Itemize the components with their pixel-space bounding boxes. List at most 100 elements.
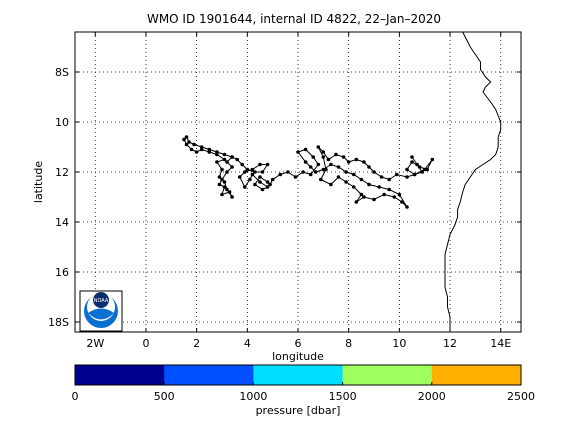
- track-point: [184, 142, 189, 147]
- track-point: [334, 152, 338, 157]
- track-point: [344, 180, 348, 184]
- track-point: [237, 175, 242, 179]
- track-point: [387, 177, 392, 182]
- colorbar-tick-label: 1000: [239, 390, 267, 403]
- colorbar-tick-label: 1500: [329, 390, 357, 403]
- track-point: [341, 155, 346, 159]
- track-point: [235, 157, 239, 162]
- track-point: [415, 162, 419, 167]
- track-point: [184, 135, 189, 139]
- track-point: [313, 170, 318, 174]
- track-point: [194, 150, 199, 154]
- x-tick-label: 14E: [490, 337, 511, 350]
- plot-frame: [74, 31, 522, 333]
- y-tick-label: 14: [55, 216, 69, 229]
- track-point: [412, 172, 417, 177]
- track-point: [220, 192, 224, 197]
- track-point: [220, 177, 224, 182]
- track-point: [329, 162, 333, 167]
- track-point: [352, 172, 356, 177]
- colorbar-frame: [74, 364, 522, 386]
- track-point: [382, 192, 387, 197]
- track-point: [265, 162, 270, 167]
- colorbar-tick-label: 500: [154, 390, 175, 403]
- track-point: [293, 175, 298, 179]
- track-point: [425, 167, 430, 172]
- track-point: [230, 165, 234, 169]
- y-tick-label: 8S: [55, 66, 69, 79]
- track-point: [230, 195, 234, 199]
- track-point: [199, 145, 204, 149]
- track-point: [372, 197, 376, 202]
- x-tick-label: 2: [193, 337, 200, 350]
- track-point: [405, 167, 409, 172]
- track-point: [359, 177, 364, 182]
- track-point: [225, 160, 229, 164]
- track-point: [352, 185, 356, 189]
- track-point: [346, 160, 351, 164]
- chart-title: WMO ID 1901644, internal ID 4822, 22–Jan…: [147, 12, 441, 26]
- track-point: [222, 152, 227, 157]
- track-point: [392, 195, 397, 199]
- track-point: [354, 200, 359, 204]
- colorbar-label: pressure [dbar]: [256, 404, 341, 417]
- track-point: [336, 175, 341, 179]
- track-point: [319, 177, 323, 182]
- track-point: [222, 185, 227, 189]
- track-point: [227, 190, 232, 194]
- track-point: [245, 167, 250, 172]
- track-point: [215, 160, 219, 164]
- track-point: [217, 175, 222, 179]
- track-point: [253, 170, 257, 174]
- track-point: [243, 170, 247, 174]
- track-point: [268, 182, 272, 187]
- track-point: [321, 150, 326, 154]
- track-point: [258, 162, 262, 167]
- track-point: [265, 185, 270, 189]
- track-point: [410, 160, 414, 164]
- track-point: [230, 155, 234, 159]
- track-point: [316, 162, 321, 167]
- track-point: [400, 200, 404, 204]
- track-point: [336, 165, 341, 169]
- y-axis-label: latitude: [32, 161, 45, 203]
- colorbar-tick-label: 2500: [507, 390, 535, 403]
- track-point: [362, 195, 366, 199]
- track-point: [253, 182, 257, 187]
- track-point: [387, 187, 392, 192]
- logo-text: NOAA: [94, 298, 109, 304]
- track-point: [308, 165, 313, 169]
- x-tick-label: 2W: [86, 337, 104, 350]
- track-point: [207, 150, 212, 154]
- track-point: [372, 170, 376, 174]
- track-point: [397, 192, 402, 197]
- colorbar-tick-label: 2000: [418, 390, 446, 403]
- track-point: [286, 170, 290, 174]
- track-point: [222, 157, 227, 162]
- track-point: [410, 155, 414, 159]
- track-point: [395, 172, 399, 177]
- track-point: [326, 157, 331, 162]
- track-point: [258, 175, 262, 179]
- track-point: [265, 180, 270, 184]
- colorbar-swatch: [253, 365, 344, 385]
- track-point: [217, 182, 222, 187]
- track-point: [324, 167, 328, 172]
- track-point: [278, 172, 283, 177]
- track-point: [420, 170, 425, 174]
- track-point: [220, 167, 224, 172]
- x-tick-label: 4: [244, 337, 251, 350]
- track-point: [308, 172, 313, 177]
- track-point: [250, 167, 255, 172]
- track-point: [243, 185, 247, 189]
- track-point: [225, 170, 229, 174]
- noaa-logo: NOAA: [79, 290, 123, 332]
- colorbar-swatch: [342, 365, 433, 385]
- x-axis-label: longitude: [272, 350, 324, 363]
- track-point: [405, 175, 409, 179]
- track-point: [215, 152, 219, 157]
- x-tick-label: 12: [443, 337, 457, 350]
- x-tick-label: 6: [295, 337, 302, 350]
- y-tick-label: 16: [55, 266, 69, 279]
